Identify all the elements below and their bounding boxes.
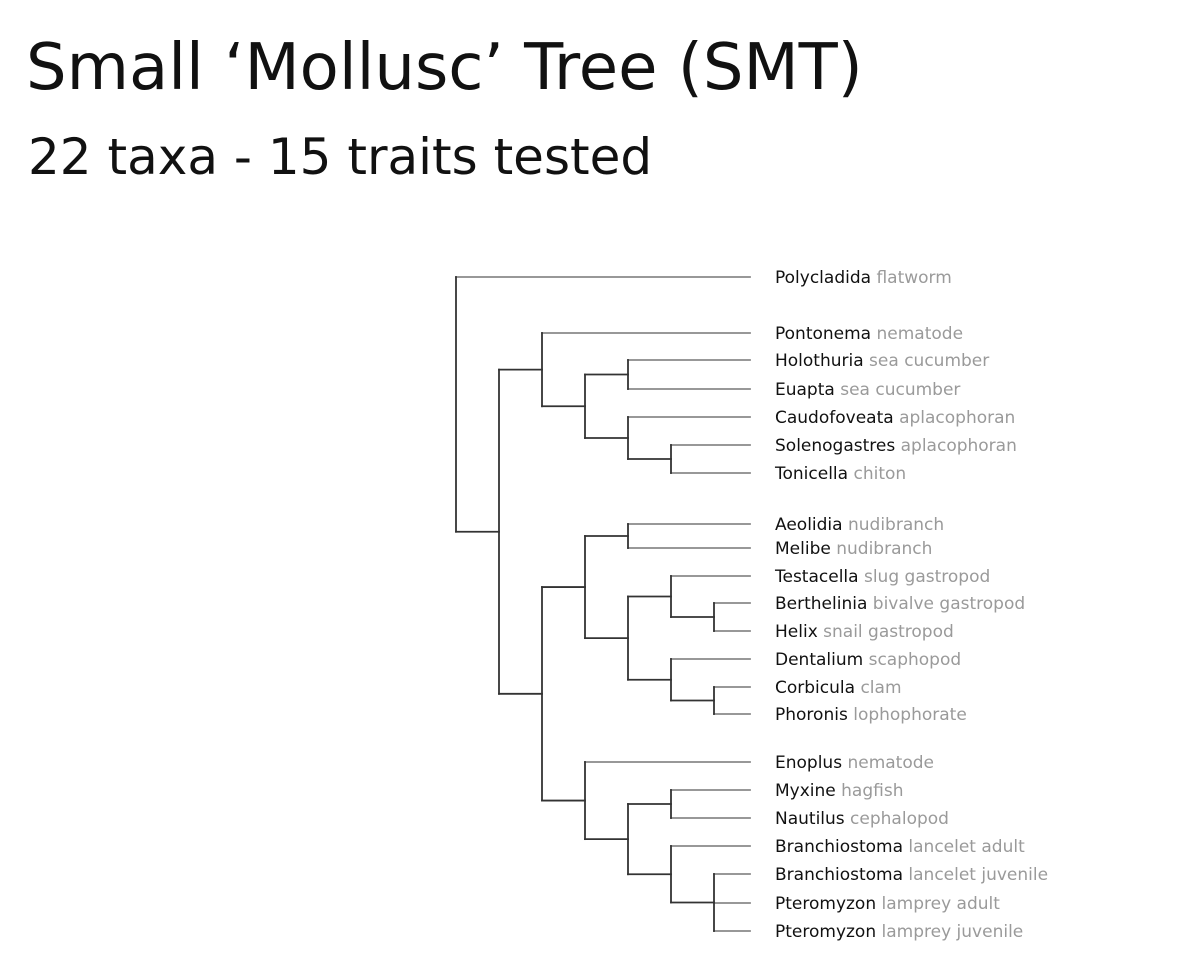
taxon-label: Dentalium scaphopod <box>775 650 961 670</box>
taxon-label: Polycladida flatworm <box>775 268 952 288</box>
taxon-name: Aeolidia <box>775 515 843 535</box>
taxon-common-name: aplacophoran <box>894 408 1016 428</box>
taxon-name: Nautilus <box>775 809 845 829</box>
taxon-name: Phoronis <box>775 705 848 725</box>
tree-branches <box>455 276 751 932</box>
taxon-label: Aeolidia nudibranch <box>775 515 944 535</box>
taxon-label: Euapta sea cucumber <box>775 380 960 400</box>
taxon-name: Branchiostoma <box>775 865 903 885</box>
taxon-common-name: nudibranch <box>843 515 945 535</box>
taxon-common-name: lamprey adult <box>876 894 1000 914</box>
taxon-common-name: chiton <box>848 464 906 484</box>
taxon-name: Tonicella <box>774 464 848 484</box>
taxon-common-name: bivalve gastropod <box>867 594 1025 614</box>
taxon-name: Corbicula <box>775 678 855 698</box>
taxon-label: Solenogastres aplacophoran <box>775 436 1017 456</box>
taxon-common-name: aplacophoran <box>895 436 1017 456</box>
taxon-label: Enoplus nematode <box>775 753 934 773</box>
taxon-label: Nautilus cephalopod <box>775 809 949 829</box>
page-title: Small ‘Mollusc’ Tree (SMT) <box>26 31 863 105</box>
taxon-common-name: lophophorate <box>848 705 967 725</box>
taxon-common-name: nematode <box>871 324 963 344</box>
taxon-common-name: hagfish <box>836 781 904 801</box>
taxon-name: Euapta <box>775 380 835 400</box>
taxon-common-name: nematode <box>842 753 934 773</box>
taxon-name: Caudofoveata <box>775 408 894 428</box>
taxon-label: Caudofoveata aplacophoran <box>775 408 1015 428</box>
taxon-name: Pteromyzon <box>775 894 876 914</box>
taxon-name: Myxine <box>775 781 836 801</box>
taxon-label: Berthelinia bivalve gastropod <box>775 594 1025 614</box>
taxon-name: Melibe <box>775 539 831 559</box>
page-subtitle: 22 taxa - 15 traits tested <box>28 128 653 186</box>
taxon-name: Dentalium <box>775 650 863 670</box>
taxon-labels: Polycladida flatworm Pontonema nematode Ho… <box>774 268 1048 942</box>
taxon-label: Melibe nudibranch <box>775 539 932 559</box>
taxon-common-name: flatworm <box>871 268 952 288</box>
taxon-name: Branchiostoma <box>775 837 903 857</box>
taxon-common-name: lamprey juvenile <box>876 922 1023 942</box>
taxon-label: Phoronis lophophorate <box>775 705 967 725</box>
taxon-name: Helix <box>775 622 818 642</box>
taxon-name: Pontonema <box>775 324 871 344</box>
taxon-label: Branchiostoma lancelet juvenile <box>775 865 1048 885</box>
taxon-label: Testacella slug gastropod <box>774 567 990 587</box>
taxon-name: Berthelinia <box>775 594 867 614</box>
taxon-name: Pteromyzon <box>775 922 876 942</box>
taxon-label: Holothuria sea cucumber <box>775 351 989 371</box>
taxon-common-name: lancelet juvenile <box>903 865 1048 885</box>
taxon-label: Tonicella chiton <box>774 464 906 484</box>
taxon-common-name: lancelet adult <box>903 837 1025 857</box>
taxon-label: Myxine hagfish <box>775 781 903 801</box>
taxon-label: Pteromyzon lamprey juvenile <box>775 922 1023 942</box>
taxon-common-name: scaphopod <box>863 650 961 670</box>
taxon-name: Polycladida <box>775 268 871 288</box>
taxon-common-name: clam <box>855 678 901 698</box>
taxon-common-name: sea cucumber <box>835 380 961 400</box>
taxon-name: Solenogastres <box>775 436 895 456</box>
taxon-common-name: nudibranch <box>831 539 933 559</box>
taxon-label: Corbicula clam <box>775 678 902 698</box>
taxon-common-name: sea cucumber <box>864 351 990 371</box>
taxon-label: Pteromyzon lamprey adult <box>775 894 1000 914</box>
taxon-label: Pontonema nematode <box>775 324 963 344</box>
taxon-common-name: slug gastropod <box>859 567 991 587</box>
taxon-name: Holothuria <box>775 351 864 371</box>
taxon-common-name: cephalopod <box>845 809 949 829</box>
taxon-common-name: snail gastropod <box>818 622 954 642</box>
taxon-name: Enoplus <box>775 753 842 773</box>
taxon-label: Branchiostoma lancelet adult <box>775 837 1025 857</box>
taxon-name: Testacella <box>774 567 859 587</box>
taxon-label: Helix snail gastropod <box>775 622 954 642</box>
